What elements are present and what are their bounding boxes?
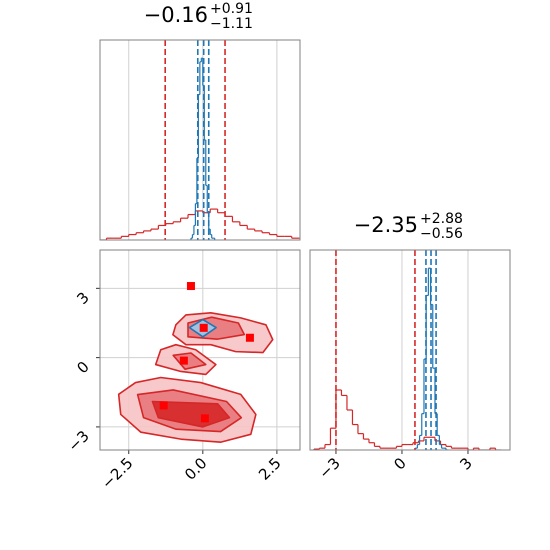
marker [199,323,208,332]
y-tick-label: 0 [73,358,92,377]
y-tick-label: 3 [73,288,92,307]
title-upper: +0.91 [210,1,253,17]
panel-frame [99,39,301,241]
panel-title: −0.16 [144,3,208,27]
x-tick-label: −3 [315,454,343,482]
x-tick-label: 0.0 [181,454,211,484]
x-tick-label: 2.5 [255,454,285,484]
panel-frame [99,249,301,451]
title-lower: −1.11 [210,16,253,32]
panel [100,40,300,240]
panel-title: −2.35 [354,213,418,237]
marker [186,282,195,291]
panel-frame [309,249,511,451]
marker [159,401,168,410]
marker [245,333,254,342]
marker [179,356,188,365]
marker [200,414,209,423]
x-tick-label: 0 [390,454,409,473]
x-tick-label: −2.5 [98,454,136,492]
panel [313,250,501,450]
y-tick-label: −3 [64,427,92,455]
title-lower: −0.56 [420,226,463,242]
title-upper: +2.88 [420,211,463,227]
x-tick-label: 3 [456,454,475,473]
contour [151,400,231,428]
panel [100,250,300,450]
